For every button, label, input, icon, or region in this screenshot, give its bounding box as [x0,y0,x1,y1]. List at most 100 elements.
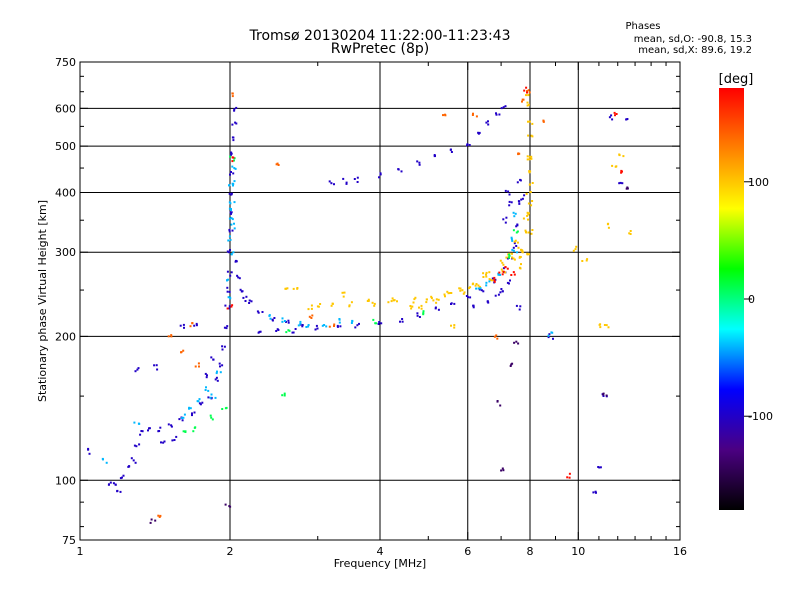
data-point [210,396,213,399]
data-point [513,273,516,276]
data-point [374,322,377,325]
data-point [87,447,90,450]
data-point [192,430,195,433]
data-point [450,303,452,305]
data-point [358,322,360,325]
data-point [301,325,304,328]
data-point [422,310,425,313]
data-point [527,94,530,97]
data-point [523,194,526,197]
data-point [171,439,174,442]
data-point [214,396,217,399]
data-point [531,182,534,184]
data-point [466,143,469,146]
data-point [409,305,412,307]
data-point [552,337,554,340]
data-point [299,322,302,325]
data-point [506,281,509,284]
data-point [514,212,517,215]
data-point [231,160,234,163]
data-point [497,273,500,276]
data-point [435,301,438,304]
data-point [418,316,421,318]
gridlines [80,62,680,540]
data-point [281,394,284,397]
data-point [520,198,523,201]
data-point [477,132,480,135]
data-point [498,271,501,274]
data-point [377,323,380,325]
data-point [133,444,136,447]
data-point [410,307,413,310]
data-point [159,514,162,517]
data-point [301,324,304,326]
data-point [519,305,522,308]
data-point [277,329,280,331]
plot-area: 1 2 4 6 8 10 16 75 100 200 300 400 500 600 750 [55,56,687,558]
data-point [514,239,517,242]
data-point [475,287,478,290]
data-point [229,202,232,205]
data-point [258,330,261,333]
data-point [285,320,287,323]
data-point [474,284,477,287]
data-point [482,276,485,278]
data-point [499,404,502,407]
phases-heading: Phases [625,21,660,32]
data-point [527,202,530,205]
data-point [311,314,314,317]
data-point [206,374,208,377]
data-point [345,182,348,185]
data-point [478,285,481,288]
data-point [214,378,217,381]
data-point [233,109,236,112]
data-point [211,418,214,421]
data-point [472,306,475,309]
data-point [321,324,324,327]
data-point [230,193,233,196]
data-point [477,287,480,290]
data-point [572,249,575,252]
chart-subtitle: RwPretec (8p) [331,41,429,57]
data-point [391,297,394,300]
data-point [550,331,553,334]
data-point [141,430,144,433]
data-point [232,136,235,139]
data-point [449,292,452,294]
data-point [233,108,236,111]
data-point [517,246,520,249]
data-point [501,467,504,470]
data-point [273,317,276,319]
data-point [586,258,589,261]
data-point [232,139,235,142]
data-point [288,329,291,332]
data-point [510,274,513,276]
data-point [396,300,398,303]
data-point [425,301,428,304]
data-point [390,300,393,303]
data-point [486,300,489,303]
data-point [494,294,497,297]
data-point [276,162,279,165]
data-point [568,472,571,475]
data-point [181,419,184,422]
data-point [119,490,122,493]
data-point [480,289,483,292]
data-point [508,256,510,259]
data-point [502,263,505,266]
data-point [488,280,491,283]
data-point [530,204,533,207]
data-point [491,279,494,282]
data-point [233,167,236,170]
data-point [205,386,207,389]
data-point [285,331,288,334]
data-point [245,295,248,298]
data-point [418,163,421,166]
data-point [468,144,471,146]
data-point [250,300,253,303]
data-point [221,345,224,348]
data-point [287,321,290,324]
data-point [399,320,401,323]
data-point [462,292,465,295]
